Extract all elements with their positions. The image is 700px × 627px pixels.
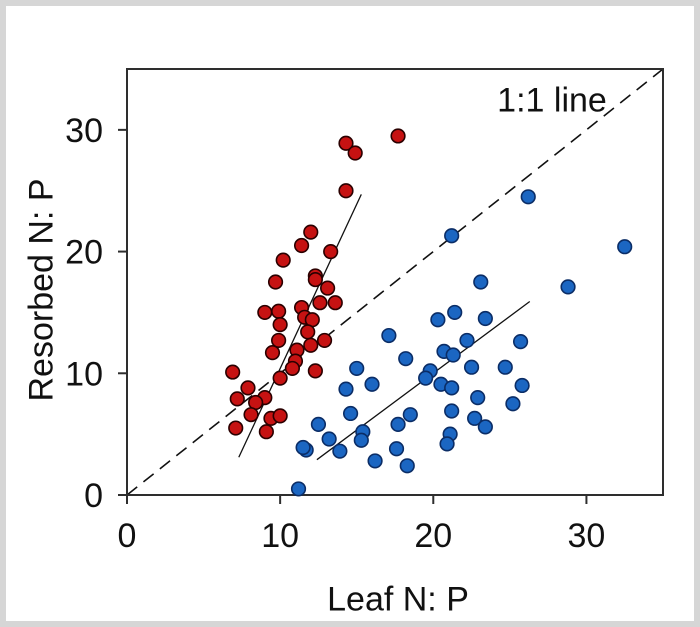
red-regression-line [238,194,362,458]
data-point [293,237,310,254]
data-point [257,304,273,321]
data-point [295,439,311,456]
x-axis-ticks: 0 10 20 30 [118,495,606,555]
data-point [312,295,328,311]
data-point [310,416,327,433]
data-point [275,252,291,268]
data-point [228,420,244,436]
data-point [267,274,284,290]
data-point [321,431,337,447]
x-tick-label: 20 [414,517,452,555]
one-to-one-line [126,68,664,496]
data-point [272,408,288,424]
data-point [390,416,406,433]
data-point [439,436,455,452]
x-tick-label: 30 [568,517,606,555]
data-point [463,359,480,375]
data-point [444,380,460,396]
data-point [338,135,354,151]
data-point [388,441,405,457]
data-point [399,458,415,474]
data-point [467,410,483,426]
data-point [520,189,536,205]
data-point [514,377,530,394]
data-point [445,347,461,363]
data-point [307,363,323,379]
data-point [447,304,463,321]
data-point [342,405,359,422]
data-point [264,344,281,361]
data-point [349,360,365,377]
plot-frame [126,68,664,496]
data-point [390,128,406,144]
data-point [444,228,460,244]
data-point [332,443,348,459]
data-point [338,183,354,199]
x-axis-title: Leaf N: P [327,580,469,619]
data-point [258,424,274,440]
data-point [272,317,288,333]
data-point [307,271,323,288]
x-tick-label: 0 [118,517,137,555]
data-point [284,360,300,377]
data-point [402,407,418,423]
y-tick-label: 0 [84,477,103,515]
y-axis-title: Resorbed N: P [22,178,61,402]
data-point [381,327,397,344]
data-point [290,481,307,497]
data-point [560,279,576,295]
data-point [243,407,259,423]
data-point [512,334,529,350]
data-point [271,303,287,319]
data-point [459,332,475,349]
y-axis-ticks: 0 10 20 30 [65,112,127,515]
figure: 0 10 20 30 0 10 20 30 Resorbed N: P Leaf N: P 1… [6,6,694,621]
series-blue-group [290,189,633,497]
data-point [364,376,380,392]
data-point [316,332,333,349]
data-point [470,390,486,406]
data-point [240,380,256,396]
data-point [430,312,446,328]
y-tick-label: 10 [65,355,103,393]
data-point [497,359,513,375]
data-point [303,224,319,240]
data-point [271,332,287,349]
one-to-one-line-label: 1:1 line [497,81,607,120]
y-tick-label: 20 [65,234,103,272]
data-point [398,351,414,367]
data-point [444,403,460,419]
x-tick-label: 10 [261,517,299,555]
data-point [338,381,354,397]
data-point [473,274,489,290]
y-tick-label: 30 [65,112,103,150]
data-point [327,295,343,311]
data-point [229,391,245,407]
data-point [617,239,633,255]
data-point [347,145,363,161]
data-point [353,432,369,448]
data-point [323,243,339,260]
data-point [477,419,493,435]
data-point [367,453,383,469]
data-point [418,370,434,386]
data-point [477,310,493,327]
data-point [272,370,288,386]
series-red-group [225,128,406,440]
data-point [320,280,336,296]
data-point [300,324,316,340]
data-point [505,396,521,412]
data-point [225,364,241,380]
data-point [303,337,319,353]
